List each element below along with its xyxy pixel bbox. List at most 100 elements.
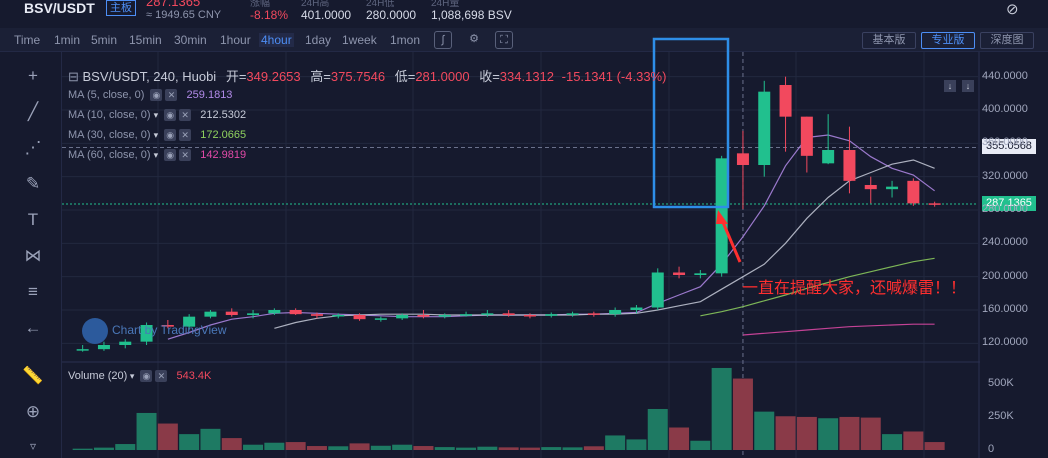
candle-8 [247, 310, 260, 319]
pattern-icon[interactable]: ⋈ [24, 246, 42, 265]
candle-9 [268, 308, 281, 315]
indicator-icon[interactable]: ∫ [434, 31, 452, 49]
ma10-legend[interactable]: MA (10, close, 0) ▾ ◉ ✕ 212.5302 [68, 109, 247, 122]
ohlc-legend: ⊟ BSV/USDT, 240, Huobi 开=349.2653 高=375.… [68, 69, 667, 84]
volume-bar-37 [860, 417, 881, 450]
trend-line-icon[interactable]: ╱ [27, 102, 39, 121]
brush-icon[interactable]: ✎ [25, 174, 41, 193]
candle-40 [928, 201, 941, 207]
tradingview-watermark: Chart by TradingView [82, 318, 227, 344]
tf-30min[interactable]: 30min [174, 33, 207, 47]
candle-20 [502, 310, 515, 317]
ohlc-close-k: 收= [479, 69, 500, 84]
fullscreen-icon[interactable]: ⛶ [495, 31, 513, 49]
candle-body-2 [119, 341, 132, 345]
candle-body-33 [779, 85, 792, 117]
candle-body-29 [694, 273, 707, 275]
candle-body-5 [183, 316, 196, 327]
volume-bar-21 [519, 447, 540, 450]
volume-tick-label: 0 [988, 443, 995, 455]
volume-bar-25 [605, 435, 626, 450]
volume-tick-label: 250K [988, 409, 1014, 422]
eye-icon: ◉ [150, 89, 163, 102]
ruler-icon[interactable]: 📏 [22, 366, 44, 385]
stat-label-high: 24H高 [301, 0, 330, 9]
candle-36 [843, 126, 856, 194]
tf-1min[interactable]: 1min [54, 33, 81, 47]
volume-bar-38 [882, 434, 903, 450]
y-tick-label: 440.0000 [982, 69, 1028, 82]
tf-15min[interactable]: 15min [129, 33, 162, 47]
candle-0 [76, 345, 89, 352]
ma-line-1 [274, 159, 935, 329]
tf-5min[interactable]: 5min [91, 33, 118, 47]
eye-icon: ◉ [164, 149, 177, 162]
volume-bar-16 [413, 446, 434, 450]
chart-grid [62, 52, 980, 458]
stat-value-volume: 1,088,698 BSV [431, 8, 512, 22]
ohlc-change: -15.1341 [561, 69, 613, 84]
candle-33 [779, 76, 792, 152]
volume-legend[interactable]: Volume (20) ▾ ◉ ✕ 543.4K [68, 370, 212, 383]
pair-title[interactable]: BSV/USDT [24, 0, 95, 16]
volume-bar-1 [93, 447, 114, 450]
tf-4hour[interactable]: 4hour [259, 33, 294, 47]
volume-bar-27 [647, 408, 668, 450]
ma60-legend[interactable]: MA (60, close, 0) ▾ ◉ ✕ 142.9819 [68, 149, 247, 162]
candle-26 [630, 305, 643, 314]
more-tools-icon[interactable]: ▿ [29, 439, 37, 453]
candle-23 [566, 311, 579, 317]
volume-bar-5 [179, 434, 200, 450]
volume-tick-label: 500K [988, 376, 1014, 389]
ma30-legend[interactable]: MA (30, close, 0) ▾ ◉ ✕ 172.0665 [68, 129, 247, 142]
tf-1mon[interactable]: 1mon [390, 33, 421, 47]
volume-bar-28 [669, 427, 690, 450]
close-icon: ✕ [165, 89, 178, 102]
view-pro-button[interactable]: 专业版 [921, 32, 975, 49]
scale-down-icon[interactable]: ↓ [944, 80, 956, 92]
candle-39 [907, 178, 920, 206]
candle-2 [119, 339, 132, 349]
candle-32 [758, 80, 771, 177]
settings-icon[interactable]: ⚙ [469, 33, 479, 45]
tf-1day[interactable]: 1day [305, 33, 332, 47]
view-depth-button[interactable]: 深度图 [980, 32, 1034, 49]
volume-bar-11 [306, 446, 327, 450]
volume-bar-17 [434, 447, 455, 450]
back-arrow-icon[interactable]: ← [24, 318, 42, 337]
price-chart[interactable] [62, 52, 1048, 458]
candle-body-26 [630, 307, 643, 310]
candle-body-32 [758, 91, 771, 165]
volume-bar-18 [456, 447, 477, 450]
candle-body-28 [673, 272, 686, 275]
volume-bar-36 [839, 416, 860, 450]
annotation-text: 一直在提醒大家，还喊爆雷！！ [742, 280, 967, 297]
favorite-icon[interactable]: ⊘ [1006, 1, 1019, 18]
candle-19 [481, 310, 494, 317]
candle-body-31 [736, 153, 749, 165]
candle-27 [651, 268, 664, 310]
ma-line-3 [742, 323, 935, 336]
volume-bar-6 [200, 428, 221, 450]
pitchfork-icon[interactable]: ⋰ [24, 138, 42, 157]
crosshair-icon[interactable]: + [28, 66, 38, 85]
fib-icon[interactable]: ≡ [28, 282, 38, 301]
y-tick-label: 240.0000 [982, 236, 1028, 249]
symbol-title[interactable]: BSV/USDT, 240, Huobi [82, 69, 217, 84]
close-icon: ✕ [179, 109, 192, 122]
tf-time[interactable]: Time [14, 33, 41, 47]
y-tick-label: 400.0000 [982, 103, 1028, 115]
ma5-legend[interactable]: MA (5, close, 0) ◉ ✕ 259.1813 [68, 89, 233, 102]
view-basic-button[interactable]: 基本版 [862, 32, 916, 49]
board-badge: 主板 [106, 0, 136, 16]
candle-body-8 [247, 313, 260, 315]
ohlc-close: 334.1312 [499, 69, 555, 84]
candlestick-series [76, 76, 941, 352]
text-icon[interactable]: T [27, 210, 39, 229]
zoom-icon[interactable]: ⊕ [25, 402, 41, 421]
candle-body-22 [545, 314, 558, 316]
scale-up-icon[interactable]: ↓ [962, 80, 974, 92]
tf-1week[interactable]: 1week [342, 33, 377, 47]
tf-1hour[interactable]: 1hour [220, 33, 251, 47]
candle-body-9 [268, 310, 281, 314]
